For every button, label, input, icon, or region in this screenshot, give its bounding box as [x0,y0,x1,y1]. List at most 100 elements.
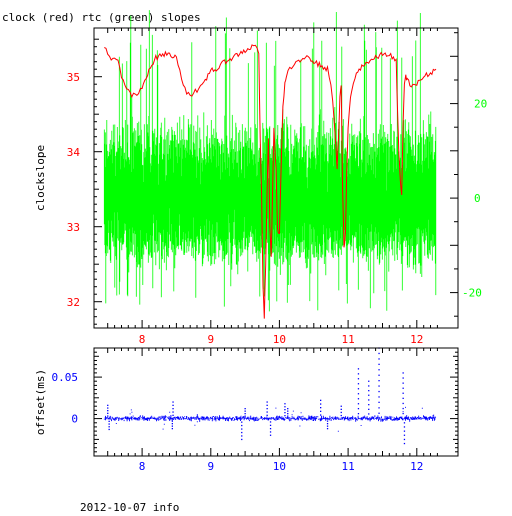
y-tick-label: 0 [71,413,78,426]
offset-point [378,401,380,403]
offset-point [368,413,370,415]
offset-point [402,412,404,415]
offset-point [108,428,110,431]
offset-point [266,401,268,403]
offset-point [326,423,329,425]
offset-point [108,420,110,422]
offset-point [378,407,380,409]
offset-point [357,403,360,405]
offset-point [108,423,110,425]
offset-point [244,415,246,417]
footer-date: 2012-10-07 info [80,501,179,512]
offset-point [320,407,322,409]
offset-point [368,394,370,396]
x-tick-label: 12 [410,333,423,346]
offset-point [403,430,406,432]
offset-point [287,415,289,417]
offset-point [269,431,272,433]
offset-point [172,404,174,406]
offset-series [103,347,436,445]
offset-point [402,387,404,389]
offset-point [241,421,243,423]
offset-point [107,407,109,409]
x-tick-label: 11 [341,333,354,346]
offset-point [284,403,286,405]
offset-point [244,408,246,410]
y2-tick-label: 0 [474,192,481,205]
x-tick-label: 9 [207,460,214,473]
offset-band [103,406,436,432]
rtc-trace [103,10,437,312]
offset-point [340,411,342,414]
offset-point [241,424,243,427]
clock-trace [104,44,437,319]
offset-point [368,380,370,382]
offset-point [368,404,370,406]
offset-point [402,377,404,379]
offset-point [378,374,380,376]
x-tick-label: 8 [139,460,146,473]
offset-point [266,411,268,413]
x-tick-label: 12 [410,460,423,473]
x-tick-label: 10 [273,333,286,346]
offset-point [172,408,174,410]
offset-point [244,413,246,415]
y-axis-label-clockslope: clockslope [34,145,47,211]
offset-point [107,412,109,414]
offset-point [269,421,272,423]
offset-point [378,396,380,398]
offset-point [357,383,360,385]
offset-point [403,426,406,428]
offset-point [320,414,322,416]
x-tick-label: 9 [207,333,214,346]
offset-point [284,409,286,411]
offset-point [172,411,174,413]
y2-tick-label: -20 [462,287,482,300]
offset-point [378,352,380,355]
offset-point [340,414,342,417]
offset-point [284,406,286,408]
offset-point [171,425,173,427]
offset-point [402,382,404,384]
offset-point [403,422,406,424]
offset-point [320,399,322,401]
offset-point [241,428,243,430]
offset-point [284,412,286,414]
offset-point [172,414,174,416]
offset-point [402,372,404,374]
clock-series [104,44,437,319]
offset-point [269,434,272,436]
offset-point [368,385,370,387]
y-tick-label: 35 [67,71,80,84]
offset-point [368,408,370,410]
offset-point [172,401,174,403]
x-tick-label: 8 [139,333,146,346]
offset-point [378,412,380,414]
offset-plot-frame [93,347,459,457]
offset-point [107,410,109,412]
y2-tick-label: 20 [474,98,487,111]
offset-point [378,385,380,387]
offset-point [326,428,329,430]
offset-point [340,405,342,407]
offset-point [378,358,380,360]
offset-point [403,442,406,445]
offset-point [403,434,406,436]
slope-panel: 8 9 10 11 12 32 33 34 35 -20 0 20 clockslope [34,10,487,346]
offset-point [357,398,360,400]
offset-point [378,380,380,382]
offset-point [266,414,268,416]
offset-point [107,404,109,406]
offset-panel: 8 9 10 11 12 0 0.05 offset(ms) [34,347,459,473]
y-axis-label-offset: offset(ms) [34,369,47,435]
offset-point [357,373,360,375]
y-tick-label: 34 [67,146,81,159]
chart-title: clock (red) rtc (green) slopes [2,11,201,24]
offset-point [357,368,360,370]
offset-point [378,369,380,371]
x-tick-label: 11 [341,460,354,473]
offset-point [171,428,173,430]
offset-point [241,431,243,434]
